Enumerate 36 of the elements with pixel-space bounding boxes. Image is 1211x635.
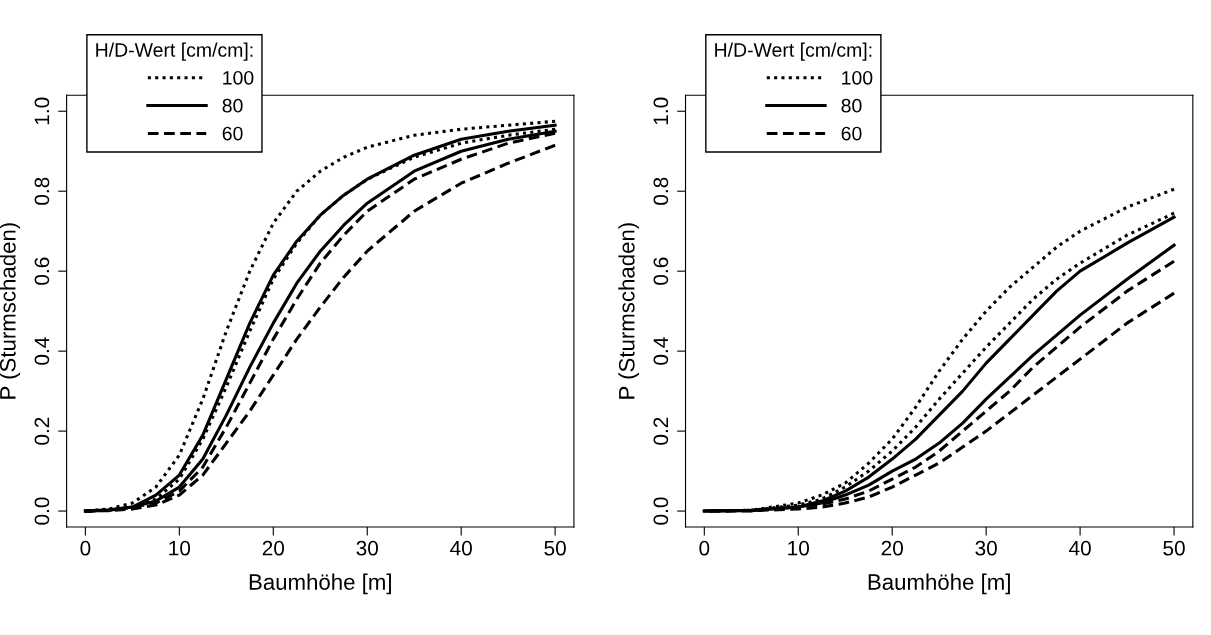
- x-tick-label: 0: [699, 540, 710, 556]
- y-axis-title: P (Sturmschaden): [0, 223, 21, 399]
- x-axis-title: Baumhöhe [m]: [868, 573, 1010, 595]
- legend-label: 80: [841, 98, 862, 113]
- legend-label: 80: [222, 98, 243, 113]
- y-tick-label: 0.8: [34, 177, 50, 205]
- x-tick-label: 10: [169, 540, 191, 556]
- legend-title: H/D-Wert [cm/cm]:: [715, 42, 872, 61]
- x-axis-title: Baumhöhe [m]: [249, 573, 391, 595]
- x-tick-label: 40: [1068, 540, 1091, 556]
- x-tick-label: 40: [450, 540, 472, 556]
- y-tick-label: 0.6: [34, 257, 50, 285]
- x-tick-label: 30: [975, 540, 997, 556]
- legend-label: 100: [842, 70, 873, 85]
- x-tick-label: 50: [1163, 540, 1185, 556]
- y-tick-label: 0.4: [653, 337, 669, 365]
- x-tick-label: 50: [544, 540, 566, 556]
- legend-label: 60: [222, 126, 243, 141]
- y-tick-label: 0.2: [34, 417, 50, 445]
- y-axis-title: P (Sturmschaden): [618, 223, 640, 399]
- y-tick-label: 0.2: [653, 417, 669, 445]
- x-tick-label: 20: [262, 540, 285, 556]
- x-tick-label: 30: [356, 540, 379, 556]
- y-tick-label: 0.8: [653, 177, 669, 205]
- y-tick-label: 1.0: [653, 97, 669, 125]
- legend-label: 100: [223, 70, 254, 85]
- x-tick-label: 10: [788, 540, 810, 556]
- y-tick-label: 0.0: [653, 497, 669, 525]
- x-tick-label: 0: [80, 540, 91, 556]
- y-tick-label: 0.6: [653, 257, 669, 285]
- legend-label: 60: [841, 126, 862, 141]
- legend-title: H/D-Wert [cm/cm]:: [96, 42, 253, 61]
- y-tick-label: 0.4: [34, 337, 50, 365]
- x-tick-label: 20: [881, 540, 903, 556]
- y-tick-label: 1.0: [34, 97, 50, 125]
- y-tick-label: 0.0: [34, 497, 50, 525]
